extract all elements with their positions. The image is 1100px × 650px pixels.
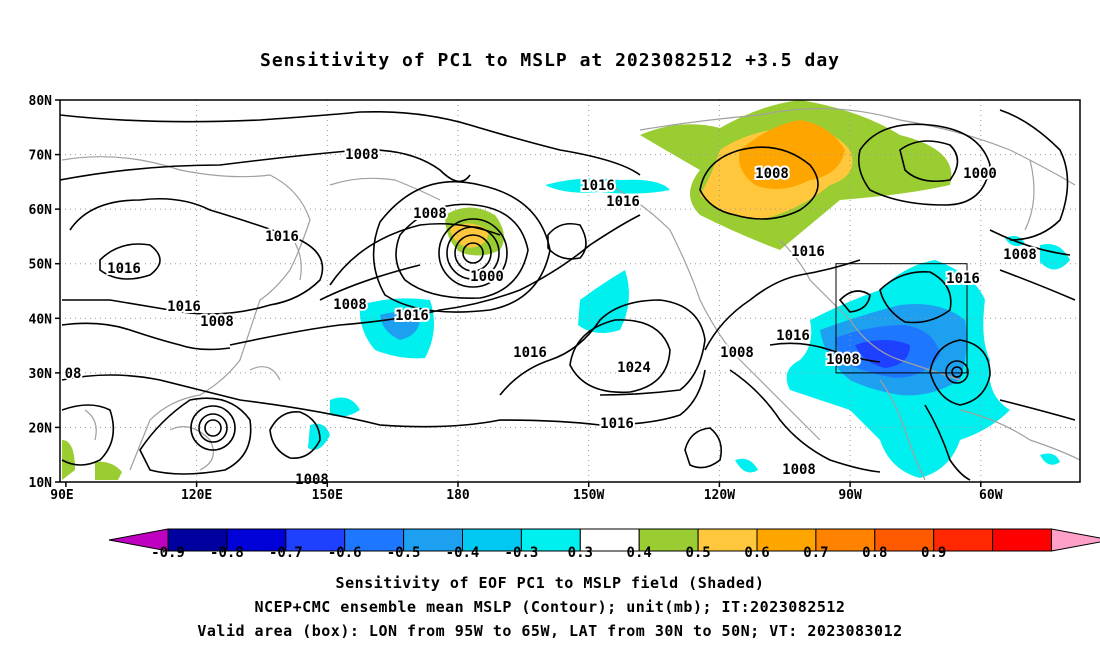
colorbar-label: -0.3 xyxy=(505,545,539,561)
colorbar-label: -0.6 xyxy=(328,545,362,561)
contour-label: 1008 xyxy=(755,166,789,182)
footer-line-contour: NCEP+CMC ensemble mean MSLP (Contour); u… xyxy=(254,598,846,616)
contour-label: 1008 xyxy=(200,314,234,330)
lon-label: 120E xyxy=(181,488,212,503)
negative-sensitivity-shading xyxy=(308,178,1070,478)
contour-label: 1016 xyxy=(581,178,615,194)
lon-label: 120W xyxy=(704,488,735,503)
lat-label: 80N xyxy=(29,94,53,109)
valid-area-box xyxy=(835,263,968,374)
contour-label: 1008 xyxy=(345,147,379,163)
lon-label: 90E xyxy=(50,488,73,503)
colorbar-label: 0.8 xyxy=(862,545,887,561)
contour-label: 1016 xyxy=(167,299,201,315)
colorbar-label: 0.9 xyxy=(921,545,946,561)
colorbar-label: -0.5 xyxy=(387,545,421,561)
contour-label: 1016 xyxy=(265,229,299,245)
latitude-labels: 80N 70N 60N 50N 40N 30N 20N 10N xyxy=(29,94,53,491)
lon-label: 180 xyxy=(446,488,470,503)
contour-label: 1016 xyxy=(776,328,810,344)
contour-labels: 1008 1016 1016 1016 1008 1016 1008 1000 … xyxy=(63,145,1039,490)
colorbar-label: 0.5 xyxy=(685,545,710,561)
positive-sensitivity-shading xyxy=(62,100,952,480)
lat-label: 60N xyxy=(29,203,53,218)
colorbar-label: -0.8 xyxy=(210,545,244,561)
lat-label: 20N xyxy=(29,421,53,436)
lat-label: 50N xyxy=(29,258,53,273)
contour-label: 1024 xyxy=(617,360,651,376)
colorbar-label: -0.4 xyxy=(446,545,480,561)
longitude-labels: 90E 120E 150E 180 150W 120W 90W 60W xyxy=(50,488,1002,503)
colorbar-label: 0.7 xyxy=(803,545,828,561)
contour-label: 1008 xyxy=(333,297,367,313)
map-frame xyxy=(59,99,1081,483)
lon-label: 150W xyxy=(573,488,604,503)
colorbar-label: 0.6 xyxy=(744,545,769,561)
lon-label: 90W xyxy=(838,488,862,503)
colorbar-swatch xyxy=(992,528,1052,552)
contour-label: 1008 xyxy=(720,345,754,361)
contour-label: 1008 xyxy=(826,352,860,368)
contour-label: 1000 xyxy=(470,269,504,285)
contour-label: 1016 xyxy=(600,416,634,432)
contour-label: 1016 xyxy=(946,271,980,287)
chart-title: Sensitivity of PC1 to MSLP at 2023082512… xyxy=(259,50,840,71)
lon-label: 150E xyxy=(312,488,343,503)
contour-label: 08 xyxy=(65,366,82,382)
footer-line-shading: Sensitivity of EOF PC1 to MSLP field (Sh… xyxy=(335,574,765,592)
map-content xyxy=(60,100,1080,482)
contour-label: 1016 xyxy=(791,244,825,260)
contour-label: 1008 xyxy=(413,206,447,222)
contour-label: 1016 xyxy=(395,308,429,324)
contour-label: 1016 xyxy=(513,345,547,361)
colorbar-high-arrow xyxy=(1051,528,1100,552)
colorbar-labels: -0.9 -0.8 -0.7 -0.6 -0.5 -0.4 -0.3 0.3 0… xyxy=(151,545,946,561)
contour-label: 1008 xyxy=(295,472,329,488)
axis-ticks xyxy=(55,99,982,487)
colorbar-label: -0.9 xyxy=(151,545,185,561)
contour-label: 1008 xyxy=(1003,247,1037,263)
lat-label: 40N xyxy=(29,312,53,327)
lon-label: 60W xyxy=(979,488,1003,503)
contour-label: 1008 xyxy=(782,462,816,478)
lat-label: 70N xyxy=(29,149,53,164)
contour-label: 1000 xyxy=(963,166,997,182)
colorbar-label: 0.4 xyxy=(627,545,652,561)
colorbar-label: 0.3 xyxy=(568,545,593,561)
colorbar-label: -0.7 xyxy=(269,545,303,561)
contour-label: 1016 xyxy=(107,261,141,277)
contour-label: 1016 xyxy=(606,194,640,210)
footer-line-valid-area: Valid area (box): LON from 95W to 65W, L… xyxy=(197,622,903,640)
mslp-contours xyxy=(60,109,1076,481)
lat-label: 30N xyxy=(29,367,53,382)
colorbar xyxy=(108,528,1100,552)
lat-label: 10N xyxy=(29,476,53,491)
